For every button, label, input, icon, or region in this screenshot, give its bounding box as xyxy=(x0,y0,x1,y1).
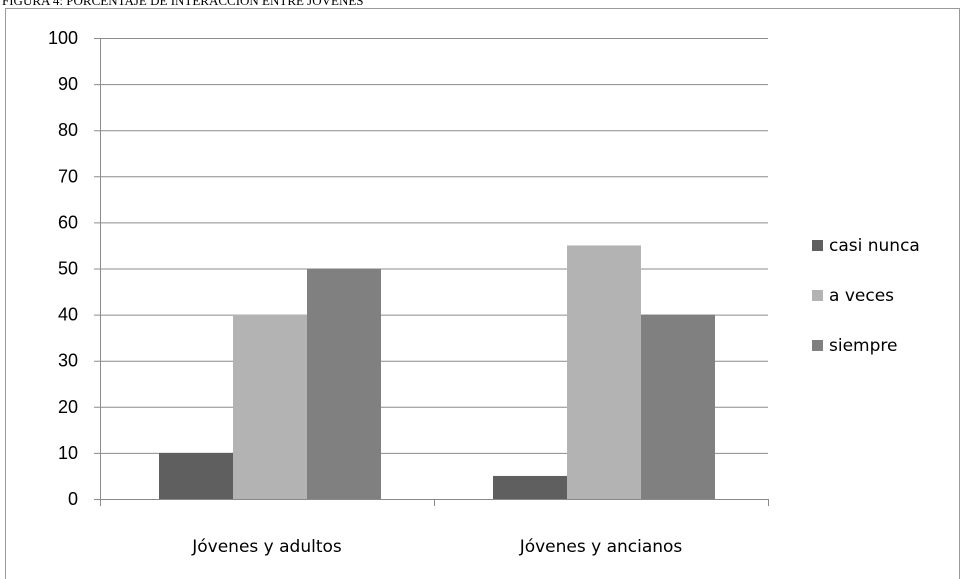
y-tick-label-20: 20 xyxy=(58,397,78,417)
y-axis-ticks: 0 10 20 30 40 50 60 70 80 90 100 xyxy=(48,28,78,509)
legend-swatch-2 xyxy=(812,340,823,351)
y-tick-label-70: 70 xyxy=(58,166,78,186)
y-tick-label-60: 60 xyxy=(58,212,78,232)
legend: casi nunca a veces siempre xyxy=(812,236,920,356)
figure-caption: FIGURA 4: PORCENTAJE DE INTERACCIÓN ENTR… xyxy=(2,0,364,8)
bar-siempre-1 xyxy=(641,314,715,499)
y-tick-label-80: 80 xyxy=(58,120,78,140)
legend-swatch-0 xyxy=(812,240,823,251)
y-tick-label-50: 50 xyxy=(58,259,78,279)
y-tick-label-100: 100 xyxy=(48,28,78,48)
y-tick-label-10: 10 xyxy=(58,443,78,463)
legend-label-0: casi nunca xyxy=(829,236,920,256)
bar-a-veces-1 xyxy=(567,245,641,499)
y-tick-label-40: 40 xyxy=(58,305,78,325)
bar-casi-nunca-1 xyxy=(493,475,567,499)
bars xyxy=(159,245,715,499)
x-axis: Jóvenes y adultos Jóvenes y ancianos xyxy=(100,499,769,557)
legend-label-1: a veces xyxy=(829,286,894,306)
bar-casi-nunca-0 xyxy=(159,452,233,499)
y-tick-label-0: 0 xyxy=(68,489,78,509)
bar-siempre-0 xyxy=(307,268,381,499)
x-category-label-0: Jóvenes y adultos xyxy=(191,537,342,557)
y-tick-label-90: 90 xyxy=(58,74,78,94)
legend-swatch-1 xyxy=(812,290,823,301)
bar-a-veces-0 xyxy=(233,314,307,499)
y-tick-label-30: 30 xyxy=(58,351,78,371)
x-category-label-1: Jóvenes y ancianos xyxy=(519,537,683,557)
legend-label-2: siempre xyxy=(829,336,897,356)
